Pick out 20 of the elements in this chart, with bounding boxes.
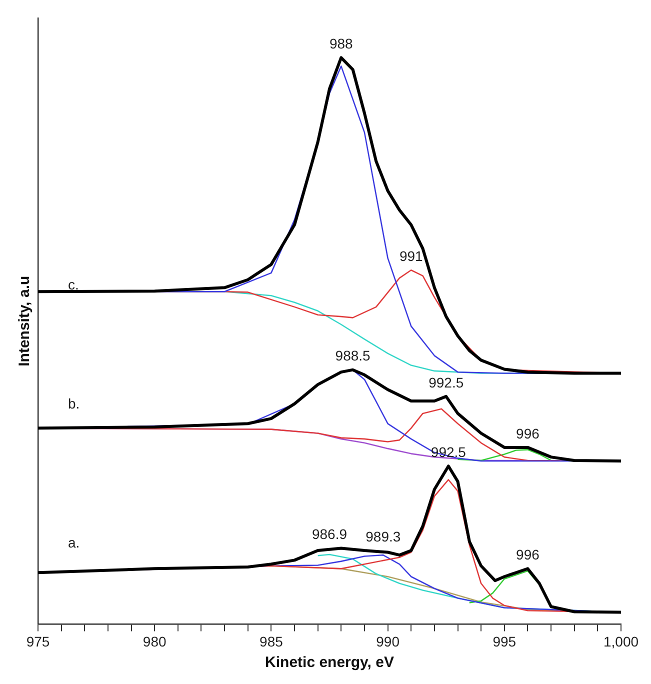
x-tick-label: 990 xyxy=(376,633,400,650)
x-tick-label: 995 xyxy=(492,633,516,650)
annotation: 989.3 xyxy=(366,528,401,544)
annotation: 988 xyxy=(329,36,354,52)
x-tick-label: 985 xyxy=(260,633,284,650)
annotation: 992.5 xyxy=(428,374,464,390)
annotation: a. xyxy=(68,534,80,550)
annotation: 988.5 xyxy=(335,348,371,364)
x-tick-label: 1,000 xyxy=(603,633,639,650)
annotation: 996 xyxy=(516,425,540,442)
annotation: b. xyxy=(68,396,80,412)
annotation: 986.9 xyxy=(312,526,348,542)
annotation: 991 xyxy=(399,248,424,264)
annotation: c. xyxy=(68,276,79,293)
annotation: 996 xyxy=(516,546,540,563)
x-tick-label: 980 xyxy=(142,633,166,650)
annotation: 992.5 xyxy=(430,444,466,460)
x-tick-label: 975 xyxy=(26,633,50,650)
y-axis-title: Intensity, a.u xyxy=(16,276,34,366)
x-axis-title: Kinetic energy, eV xyxy=(265,654,394,672)
